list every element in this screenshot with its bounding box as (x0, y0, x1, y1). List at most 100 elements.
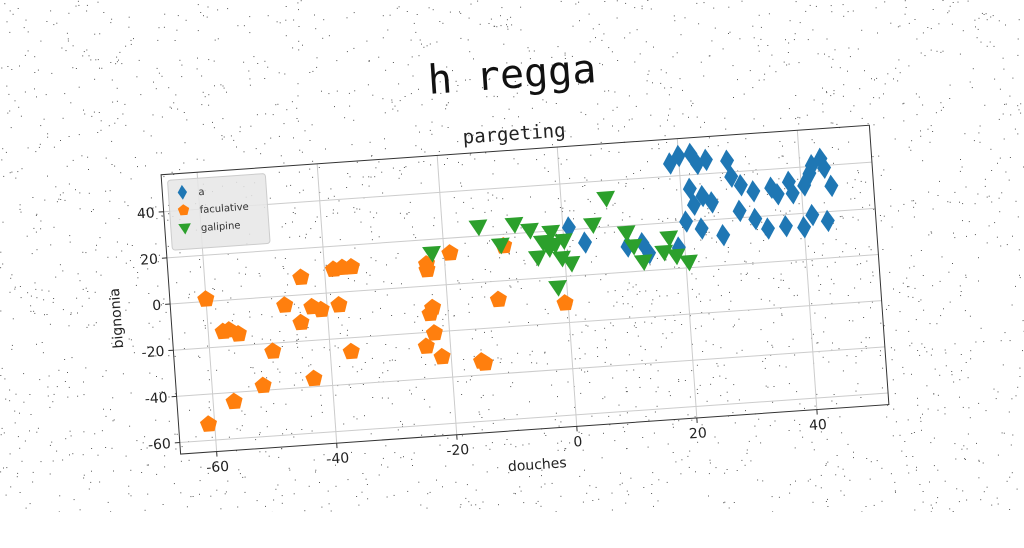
noise-speck (7, 21, 8, 22)
noise-speck (208, 7, 209, 8)
noise-speck (56, 23, 57, 24)
data-point-galipine (583, 217, 603, 234)
noise-speck (723, 502, 724, 503)
data-point-a (678, 210, 694, 233)
noise-speck (987, 487, 988, 488)
data-point-faculative (264, 342, 282, 359)
noise-speck (923, 491, 924, 492)
noise-speck (866, 506, 867, 507)
noise-speck (46, 21, 47, 22)
data-point-a (746, 180, 762, 203)
x-tick-label: 0 (573, 434, 583, 451)
noise-speck (1, 434, 2, 435)
noise-speck (6, 467, 7, 468)
noise-speck (827, 499, 828, 500)
data-point-faculative (292, 313, 310, 330)
noise-speck (298, 9, 299, 10)
data-point-a (577, 231, 593, 254)
data-point-galipine (679, 255, 699, 272)
noise-speck (882, 501, 883, 502)
x-axis-label: douches (507, 455, 567, 475)
noise-speck (1009, 509, 1010, 510)
x-grid-line (677, 139, 697, 418)
noise-speck (1012, 78, 1013, 79)
noise-speck (26, 20, 27, 21)
y-tick-label: -60 (148, 436, 172, 454)
data-point-galipine (596, 191, 616, 208)
noise-speck (13, 14, 14, 15)
noise-speck (998, 504, 999, 505)
x-tick-label: -40 (326, 450, 350, 468)
data-point-faculative (433, 347, 451, 364)
noise-speck (1007, 481, 1008, 482)
data-point-faculative (225, 392, 243, 409)
axes-frame (161, 125, 889, 454)
noise-speck (10, 486, 11, 487)
noise-speck (772, 496, 773, 497)
noise-speck (203, 15, 204, 16)
noise-speck (959, 501, 960, 502)
noise-speck (178, 15, 179, 16)
noise-speck (227, 8, 228, 9)
noise-speck (286, 6, 287, 7)
noise-speck (18, 8, 19, 9)
data-point-a (824, 174, 840, 197)
noise-speck (3, 468, 4, 469)
noise-speck (4, 432, 5, 433)
noise-speck (87, 5, 88, 6)
y-tick-label: 40 (136, 205, 155, 222)
noise-speck (0, 375, 1, 376)
x-tick-label: 20 (688, 425, 707, 442)
y-grid-line (180, 393, 888, 443)
y-axis-label: bignonia (107, 287, 127, 348)
data-markers (183, 133, 853, 433)
noise-speck (984, 491, 985, 492)
noise-speck (1020, 113, 1021, 114)
data-point-faculative (197, 290, 215, 307)
noise-speck (1015, 129, 1016, 130)
noise-speck (966, 500, 967, 501)
noise-speck (844, 495, 845, 496)
y-grid-line (170, 254, 878, 304)
noise-speck (111, 19, 112, 20)
chart-title: pargeting (462, 119, 566, 148)
noise-speck (53, 24, 54, 25)
noise-speck (612, 510, 613, 511)
noise-speck (28, 31, 29, 32)
data-point-faculative (276, 296, 294, 313)
noise-speck (1017, 105, 1018, 106)
noise-speck (2, 428, 3, 429)
noise-speck (914, 510, 915, 511)
noise-speck (217, 9, 218, 10)
noise-speck (980, 499, 981, 500)
noise-speck (779, 497, 780, 498)
noise-speck (1019, 109, 1020, 110)
noise-speck (840, 490, 841, 491)
noise-speck (1020, 103, 1021, 104)
data-point-a (732, 199, 748, 222)
noise-speck (98, 2, 99, 3)
noise-speck (937, 497, 938, 498)
noise-speck (68, 13, 69, 14)
data-point-a (747, 207, 763, 230)
y-tick-label: -20 (141, 344, 165, 362)
noise-speck (6, 495, 7, 496)
noise-speck (186, 20, 187, 21)
data-point-galipine (468, 219, 488, 236)
noise-speck (103, 12, 104, 13)
noise-speck (962, 490, 963, 491)
noise-speck (724, 502, 725, 503)
grid (161, 125, 889, 454)
noise-speck (9, 32, 10, 33)
data-point-a (820, 209, 836, 232)
data-point-faculative (425, 323, 443, 340)
noise-speck (895, 492, 896, 493)
y-tick-label: 20 (140, 252, 159, 269)
noise-speck (826, 501, 827, 502)
noise-speck (4, 3, 5, 4)
noise-speck (1017, 133, 1018, 134)
noise-speck (874, 505, 875, 506)
data-point-faculative (305, 369, 323, 386)
